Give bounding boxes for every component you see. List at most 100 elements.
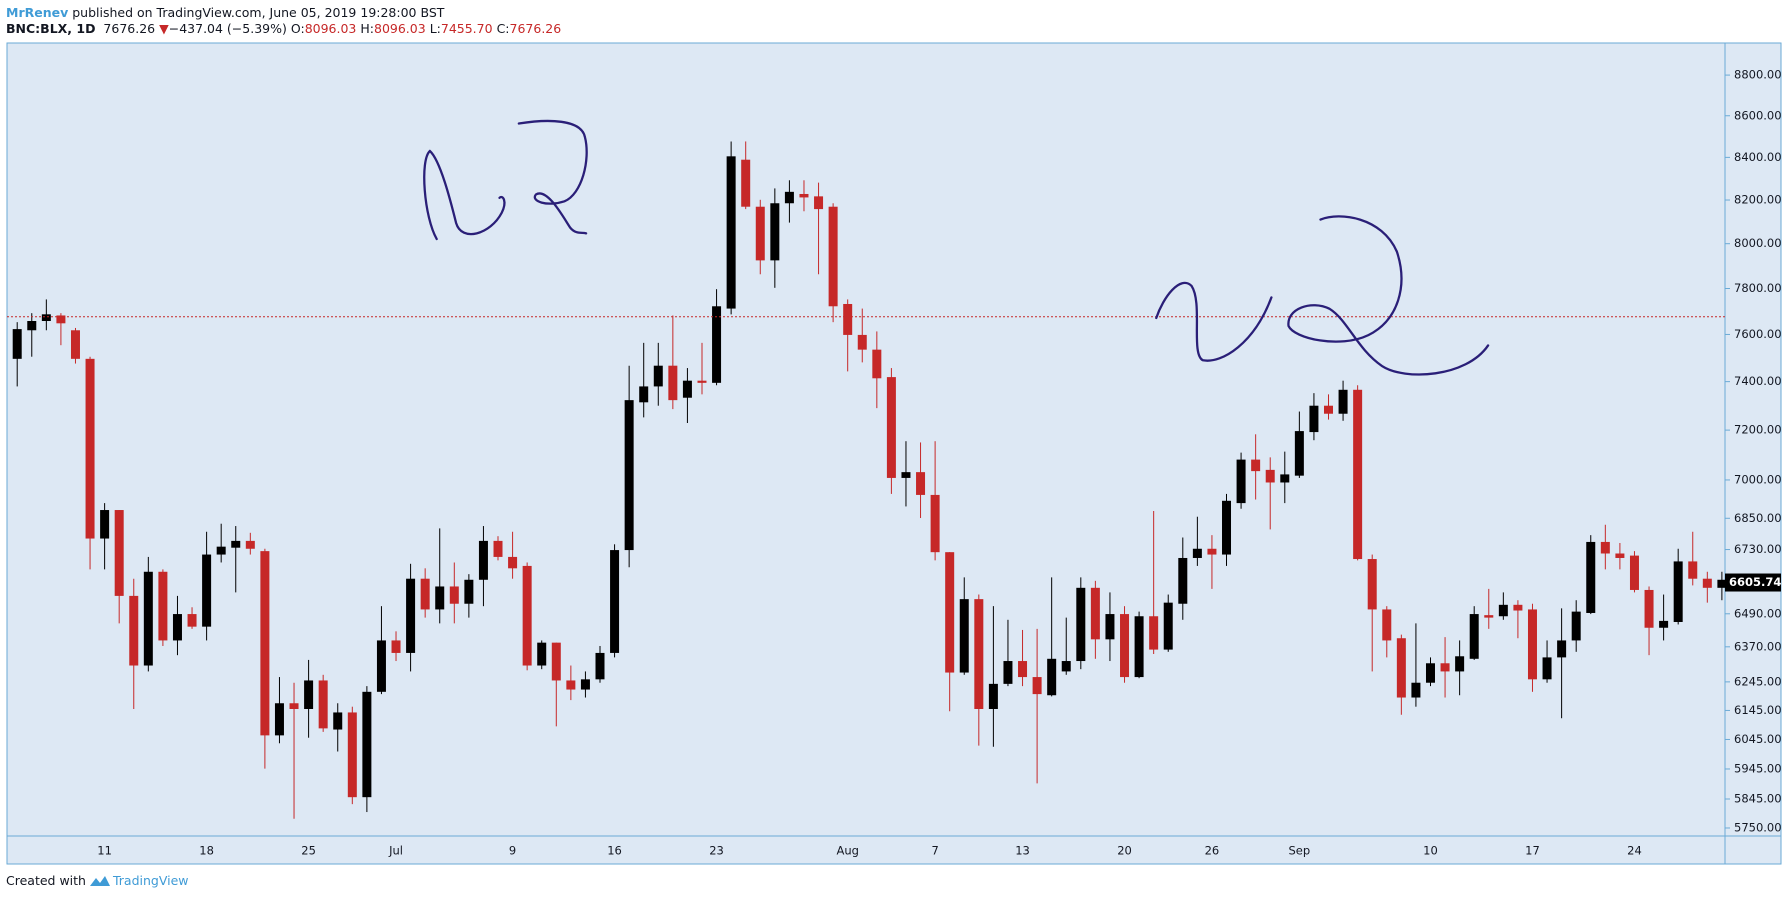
candle-body: [653, 365, 663, 387]
x-tick-label: 9: [509, 844, 516, 858]
y-tick-label: 8800.00: [1734, 68, 1782, 82]
candle-body: [1163, 602, 1173, 650]
candle-body: [406, 578, 416, 653]
logo: [89, 875, 110, 886]
candle-body: [1629, 555, 1639, 590]
candle-body: [945, 552, 955, 673]
candle-body: [1309, 405, 1319, 433]
y-tick-label: 6490.00: [1734, 606, 1782, 620]
y-tick-label: 7800.00: [1734, 281, 1782, 295]
plot: 8800.00 8600.00 8400.00 8200.00 8000.00 7800.…: [7, 68, 1782, 858]
candle-body: [522, 565, 532, 666]
candle-body: [289, 703, 299, 709]
candle-body: [1425, 663, 1435, 683]
y-tick-label: 8000.00: [1734, 236, 1782, 250]
candle-body: [172, 614, 182, 641]
y-tick-label: 6045.00: [1734, 732, 1782, 746]
candle-body: [1557, 640, 1567, 658]
candle-body: [129, 595, 139, 666]
candle-body: [1047, 658, 1057, 696]
x-tick-label: Sep: [1289, 844, 1311, 858]
candle-body: [1280, 474, 1290, 483]
drawing-stroke: [423, 149, 506, 241]
candle-body: [56, 315, 66, 324]
candle-body: [1090, 587, 1100, 640]
y-tick-label: 6245.00: [1734, 674, 1782, 688]
h-value: 8096.03: [374, 21, 426, 36]
candle-body: [100, 510, 110, 539]
candle-body: [697, 380, 707, 383]
candle-body: [449, 586, 459, 604]
candle-body: [595, 652, 605, 680]
candle-body: [770, 203, 780, 261]
candle-body: [27, 321, 37, 331]
drawing-stroke: [517, 119, 588, 235]
arrow: ▼: [159, 21, 169, 36]
candle-body: [274, 703, 284, 736]
candle-body: [187, 614, 197, 627]
o-value: 8096.03: [304, 21, 357, 36]
candle-body: [726, 156, 736, 309]
candle-body: [1192, 548, 1202, 558]
candle-body: [1120, 614, 1130, 678]
candle-body: [843, 303, 853, 335]
candle-body: [493, 540, 503, 557]
h-label: H:: [360, 21, 374, 36]
change: −437.04 (−5.39%): [168, 21, 287, 36]
publish-line: MrRenev published on TradingView.com, Ju…: [6, 5, 444, 20]
candle-body: [1717, 579, 1727, 588]
candle-body: [1076, 587, 1086, 662]
candle-body: [12, 329, 22, 359]
candle-body: [1484, 615, 1494, 618]
footer-text: Created with: [6, 873, 86, 888]
c-value: 7676.26: [509, 21, 562, 36]
candle-body: [391, 640, 401, 653]
x-tick-label: 16: [607, 844, 622, 858]
l-value: 7455.70: [440, 21, 493, 36]
o-label: O:: [290, 21, 305, 36]
x-tick-label: 23: [709, 844, 724, 858]
x-tick-label: 24: [1627, 844, 1642, 858]
candle-body: [1338, 389, 1348, 414]
drawing-stroke: [1287, 215, 1490, 376]
candle-body: [202, 554, 212, 627]
candle-body: [1469, 614, 1479, 659]
last: 7676.26: [103, 21, 156, 36]
candle-body: [1294, 431, 1304, 476]
candle-body: [916, 472, 926, 495]
x-tick-label: 25: [301, 844, 316, 858]
y-tick-label: 5750.00: [1734, 820, 1782, 834]
y-tick-label: 6145.00: [1734, 703, 1782, 717]
candle-body: [814, 196, 824, 210]
candle-body: [362, 691, 372, 798]
x-tick-label: 18: [199, 844, 214, 858]
footer-brand[interactable]: TradingView: [112, 873, 189, 888]
y-tick-label: 7200.00: [1734, 423, 1782, 437]
candle-body: [741, 159, 751, 207]
y-tick-label: 8400.00: [1734, 150, 1782, 164]
candle-body: [1527, 609, 1537, 680]
c-label: C:: [496, 21, 510, 36]
candle-body: [1265, 469, 1275, 483]
candle-body: [974, 599, 984, 709]
candle-body: [755, 206, 765, 261]
candle-body: [1353, 389, 1363, 560]
candle-body: [1061, 661, 1071, 672]
candle-body: [872, 349, 882, 379]
candle-body: [1323, 405, 1333, 414]
author[interactable]: MrRenev: [6, 5, 69, 20]
candle-body: [464, 579, 474, 604]
candle-body: [318, 680, 328, 729]
footer: Created with TradingView: [6, 873, 189, 888]
y-tick-label: 5845.00: [1734, 791, 1782, 805]
candle-body: [682, 380, 692, 398]
candle-body: [624, 400, 634, 551]
candle-body: [799, 193, 809, 198]
y-tick-label: 5945.00: [1734, 761, 1782, 775]
candle-body: [158, 571, 168, 641]
candle-body: [1251, 459, 1261, 472]
candle-body: [610, 550, 620, 653]
candle-body: [886, 377, 896, 478]
